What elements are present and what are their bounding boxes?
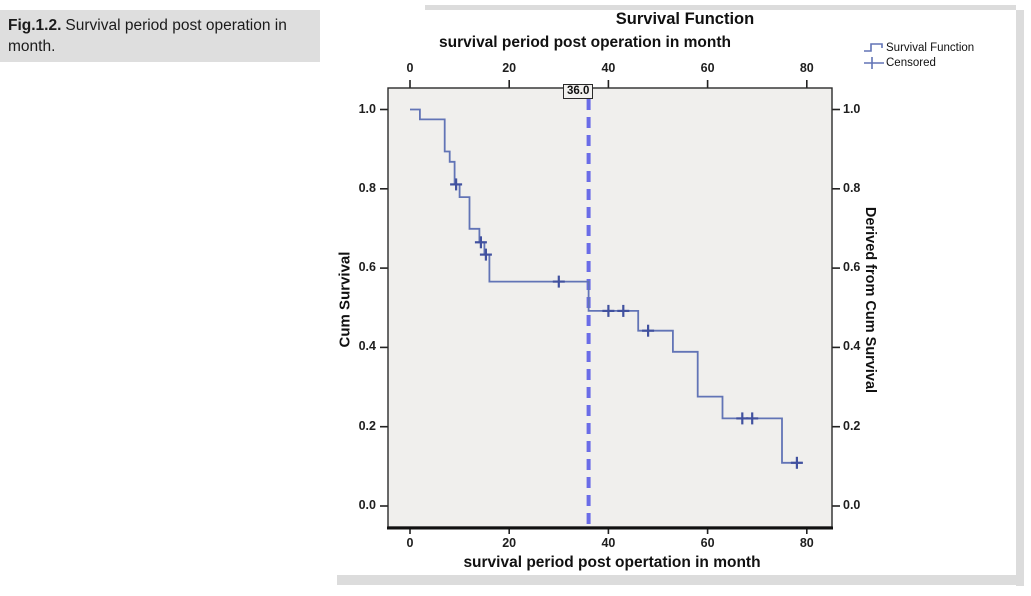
step-line-icon xyxy=(864,42,883,52)
y-axis-tick-label-right: 1.0 xyxy=(843,101,861,116)
y-axis-tick-label-left: 0.6 xyxy=(358,260,376,275)
y-axis-tick-label-left: 0.8 xyxy=(358,180,376,195)
x-axis-tick-label-bottom: 60 xyxy=(700,536,715,550)
y-axis-tick-label-right: 0.2 xyxy=(843,418,861,433)
plus-marker-icon xyxy=(864,56,884,69)
scan-edge-right xyxy=(1016,10,1024,586)
x-axis-tick-label-bottom: 20 xyxy=(502,536,517,550)
y-axis-tick-label-left: 1.0 xyxy=(358,101,376,116)
scan-edge-top xyxy=(425,5,1016,10)
chart-legend: Survival Function Censored xyxy=(863,40,974,70)
y-axis-tick-label-right: 0.6 xyxy=(843,260,861,275)
x-axis-tick-label-top: 0 xyxy=(406,61,414,75)
figure-caption-text: Survival period post operation in month. xyxy=(8,17,287,55)
chart-title: Survival Function xyxy=(615,10,755,28)
y-axis-tick-label-left: 0.4 xyxy=(358,339,376,354)
x-axis-tick-label-top: 40 xyxy=(601,61,616,75)
legend-item-censored: Censored xyxy=(863,55,974,70)
left-axis-title: Cum Survival xyxy=(336,251,354,348)
reference-line-label: 36.0 xyxy=(563,84,594,99)
top-axis-title: survival period post operation in month xyxy=(439,34,731,51)
x-axis-tick-label-top: 60 xyxy=(700,61,715,75)
y-axis-tick-label-left: 0.2 xyxy=(358,418,376,433)
legend-item-survival-function: Survival Function xyxy=(863,40,974,55)
y-axis-tick-label-right: 0.0 xyxy=(843,498,861,512)
x-axis-tick-label-bottom: 80 xyxy=(799,536,814,550)
legend-label-survival-function: Survival Function xyxy=(886,41,975,54)
x-axis-tick-label-bottom: 0 xyxy=(406,536,414,550)
x-axis-tick-label-bottom: 40 xyxy=(601,536,616,550)
right-axis-title: Derived from Cum Survival xyxy=(862,206,878,394)
bottom-axis-title: survival period post opertation in month xyxy=(463,554,761,571)
y-axis-tick-label-right: 0.4 xyxy=(843,339,861,354)
y-axis-tick-label-left: 0.0 xyxy=(358,498,376,512)
scan-edge-bottom xyxy=(337,575,1024,585)
x-axis-tick-label-top: 80 xyxy=(799,61,814,75)
survival-curve xyxy=(410,108,802,464)
figure-caption: Fig.1.2. Survival period post operation i… xyxy=(0,10,320,62)
y-axis-tick-label-right: 0.8 xyxy=(843,180,861,195)
plot-background xyxy=(388,88,832,527)
figure-caption-label: Fig.1.2. xyxy=(8,17,62,34)
x-axis-tick-label-top: 20 xyxy=(502,61,517,75)
legend-label-censored: Censored xyxy=(886,56,936,69)
